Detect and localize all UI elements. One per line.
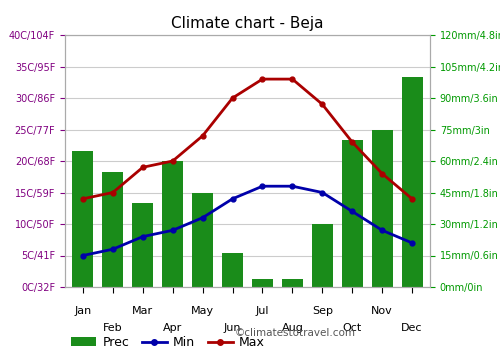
Bar — [132, 203, 154, 287]
Bar — [72, 150, 94, 287]
Bar — [162, 161, 183, 287]
Text: May: May — [191, 307, 214, 316]
Text: Feb: Feb — [103, 323, 122, 333]
Bar — [192, 193, 213, 287]
Text: Apr: Apr — [163, 323, 182, 333]
Bar — [342, 140, 362, 287]
Bar — [312, 224, 333, 287]
Text: Sep: Sep — [312, 307, 333, 316]
Legend: Prec, Min, Max: Prec, Min, Max — [72, 336, 265, 349]
Title: Climate chart - Beja: Climate chart - Beja — [171, 16, 324, 31]
Text: Dec: Dec — [402, 323, 423, 333]
Bar — [252, 279, 273, 287]
Text: Nov: Nov — [372, 307, 393, 316]
Bar — [402, 77, 422, 287]
Text: ©climatestotravel.com: ©climatestotravel.com — [235, 328, 356, 338]
Text: Mar: Mar — [132, 307, 154, 316]
Text: Oct: Oct — [342, 323, 362, 333]
Text: Jul: Jul — [256, 307, 269, 316]
Bar — [372, 130, 392, 287]
Bar — [282, 279, 303, 287]
Text: Aug: Aug — [282, 323, 304, 333]
Bar — [102, 172, 124, 287]
Text: Jan: Jan — [74, 307, 92, 316]
Text: Jun: Jun — [224, 323, 242, 333]
Bar — [222, 253, 243, 287]
